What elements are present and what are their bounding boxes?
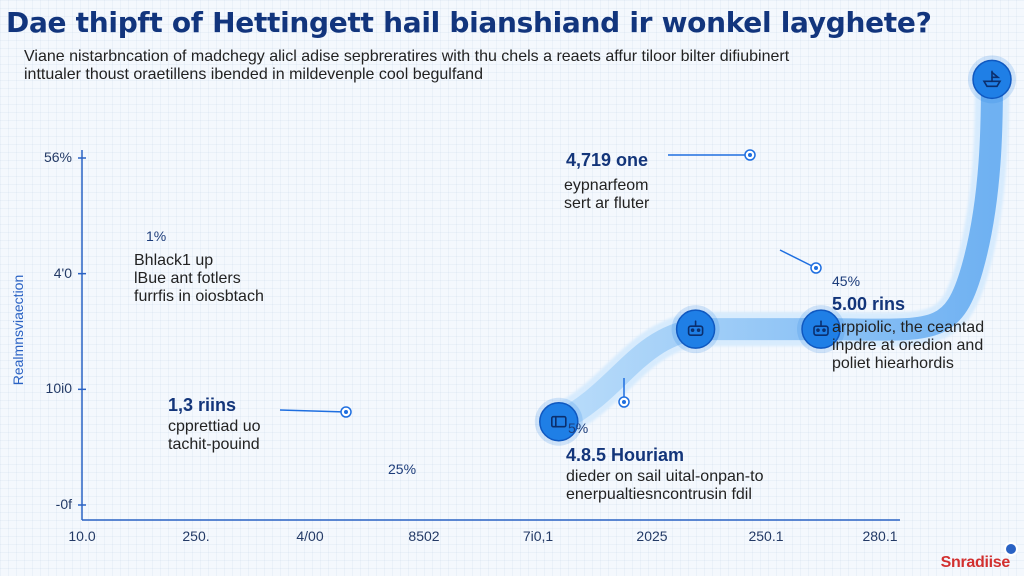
data-point <box>968 55 1016 104</box>
x-tick-label: 8502 <box>408 528 440 544</box>
page-subtitle: Viane nistarbncation of madchegy alicl a… <box>24 48 790 83</box>
annotation-left: 1% Bhlack1 up lBue ant fotlers furrfis i… <box>134 228 334 306</box>
leader-marker-dot <box>622 400 626 404</box>
trend-curve <box>547 68 1003 433</box>
data-point-marker <box>801 309 841 349</box>
data-point-marker <box>675 309 716 349</box>
y-axis-title: Realmnsviaection <box>10 274 26 386</box>
annotation-top-head: 4,719 one <box>566 150 649 170</box>
x-tick-label: 4/00 <box>296 528 324 544</box>
x-tick-label: 280.1 <box>862 528 898 544</box>
annotation-bottom: 4.8.5 Houriam dieder on sail uital-onpan… <box>566 445 806 504</box>
y-tick-label: -0f <box>55 496 72 512</box>
data-point <box>534 397 583 446</box>
robot-icon <box>687 320 704 336</box>
annotation-top: 4,719 one eypnarfeom sert ar fluter <box>564 150 766 213</box>
leader-marker-dot <box>814 266 818 270</box>
annotation-right-line: arppiolic, the ceantad <box>832 319 985 336</box>
annotation-left-line: Bhlack1 up <box>134 252 214 269</box>
page-title: Dae thipft of Hettingett hail bianshiand… <box>6 6 932 39</box>
box-icon <box>550 415 567 428</box>
x-tick-label: 2025 <box>636 528 668 544</box>
leader-line <box>779 249 817 269</box>
brand-logo: Snradiise <box>940 554 1011 571</box>
y-tick-label: 56% <box>43 149 72 165</box>
x-tick-label: 250. <box>182 528 210 544</box>
annotation-bottom-head: 4.8.5 Houriam <box>566 445 685 465</box>
annotation-left-pct: 1% <box>146 228 167 244</box>
brand-dot-icon <box>1004 542 1018 556</box>
annotation-right-head: 5.00 rins <box>832 294 906 314</box>
x-tick-label: 10.0 <box>68 528 96 544</box>
y-tick-label: 4'0 <box>53 264 72 281</box>
x-tick-label: 7i0,1 <box>522 528 554 544</box>
annotation-left-line: lBue ant fotlers <box>134 270 241 287</box>
data-label: 25% <box>388 461 417 477</box>
leader-line <box>279 409 347 413</box>
annotation-bottom-left: 1,3 riins cpprettiad uo tachit-pouind <box>168 395 368 454</box>
annotation-right: 5.00 rins arppiolic, the ceantad inpdre … <box>832 294 1012 373</box>
data-point <box>797 305 845 354</box>
annotation-bottom-line: dieder on sail uital-onpan-to <box>566 468 764 485</box>
annotation-bottom-left-line: tachit-pouind <box>168 436 260 453</box>
annotation-top-line: eypnarfeom <box>564 177 649 194</box>
ship-icon <box>982 70 1002 88</box>
leader-marker-dot <box>344 410 348 414</box>
data-label: 45% <box>832 273 861 289</box>
annotation-bottom-left-head: 1,3 riins <box>168 395 237 415</box>
data-point-marker <box>539 401 579 442</box>
data-point <box>671 305 720 354</box>
annotation-top-line: sert ar fluter <box>564 195 650 212</box>
annotation-left-line: furrfis in oiosbtach <box>134 288 264 305</box>
data-label: 5% <box>568 420 589 436</box>
y-tick-label: 10i0 <box>45 380 72 397</box>
annotation-bottom-left-line: cpprettiad uo <box>168 418 261 435</box>
annotation-bottom-line: enerpualtiesncontrusin fdil <box>566 486 752 503</box>
annotation-right-line: poliet hiearhordis <box>832 355 954 372</box>
annotation-right-line: inpdre at oredion and <box>832 337 984 354</box>
robot-icon <box>813 320 829 336</box>
x-tick-label: 250.1 <box>748 528 784 544</box>
leader-marker-dot <box>748 153 752 157</box>
